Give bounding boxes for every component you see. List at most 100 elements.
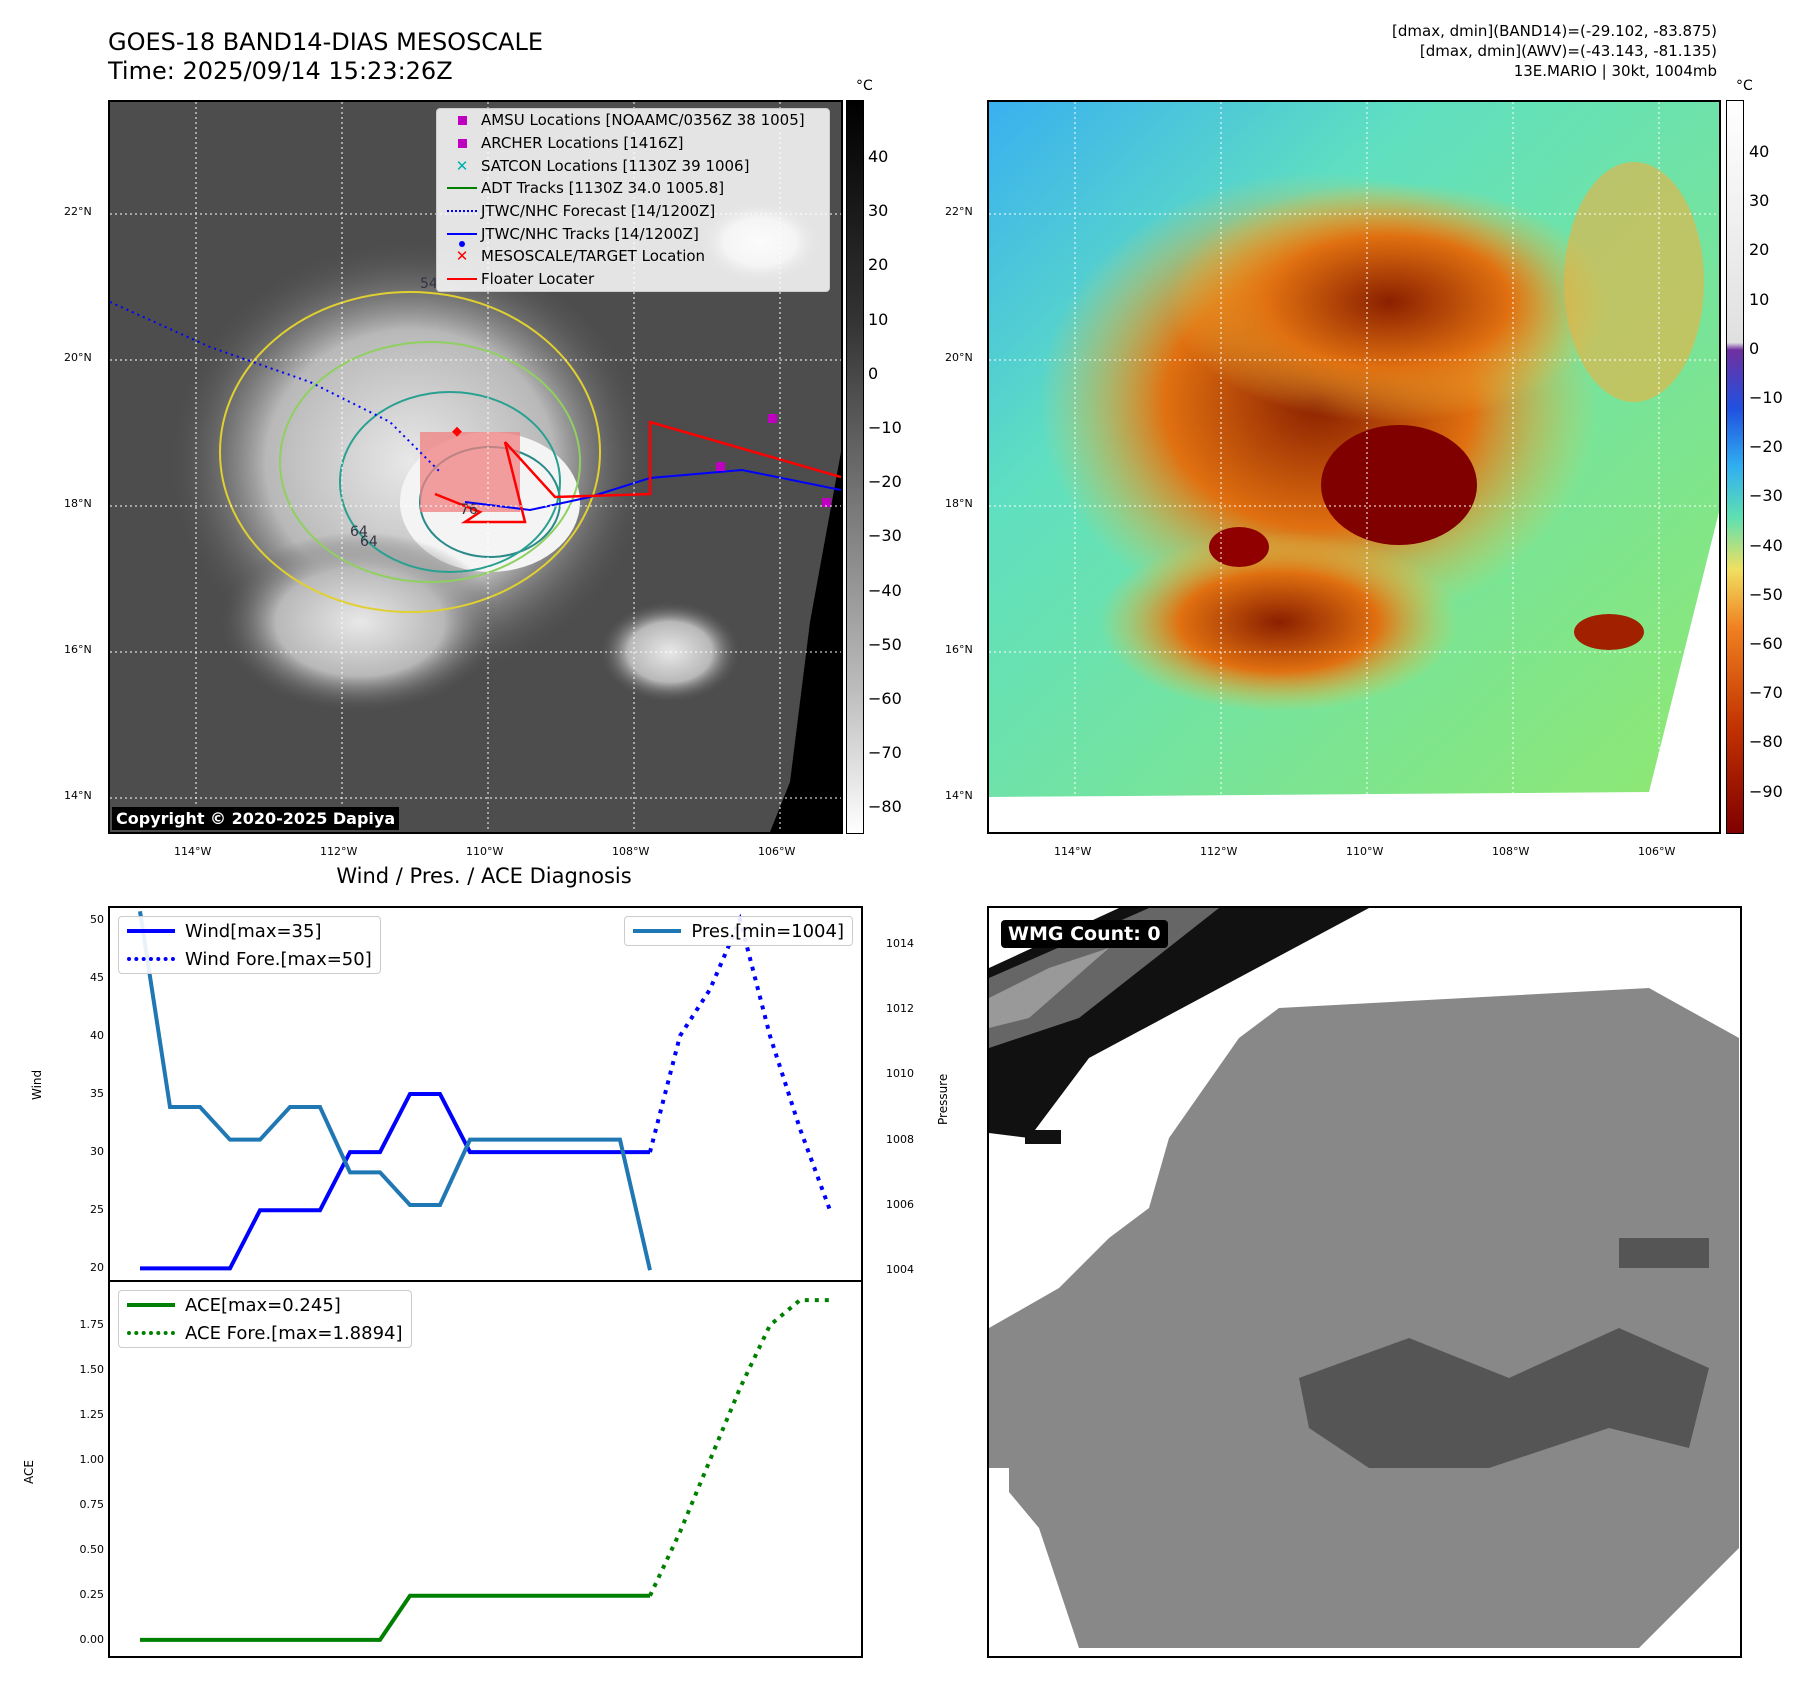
colorbar-tick: 10 [1749,289,1770,309]
lat-label: 14°N [945,789,973,802]
storm-info: 13E.MARIO | 30kt, 1004mb [1513,62,1717,80]
legend-label: MESOSCALE/TARGET Location [481,247,706,266]
wind-axis-label: Wind [30,1069,44,1100]
ace-plot-panel: ACE[max=0.245] ACE Fore.[max=1.8894] [108,1280,863,1658]
legend-label: Wind Fore.[max=50] [185,948,372,970]
awv-map-image [989,102,1719,832]
colorbar-tick: 30 [868,201,889,221]
axis-tick-label: 0.00 [79,1632,105,1646]
axis-tick-label: 1010 [886,1067,914,1081]
lat-label: 20°N [64,351,92,364]
lon-label: 106°W [758,845,796,858]
axis-tick-label: 0.50 [79,1542,105,1556]
wmg-image [989,908,1739,1648]
x-icon: ✕ [455,156,469,175]
axis-tick-label: 40 [90,1028,104,1042]
legend-label: Floater Locater [481,270,595,289]
legend-item-amsu: AMSU Locations [NOAAMC/0356Z 38 1005] [437,109,829,132]
ir-colorbar [846,100,864,834]
axis-tick-label: 45 [90,970,104,984]
ace-plot [140,1298,830,1642]
legend-item-wind-forecast: Wind Fore.[max=50] [119,945,380,973]
ace-axis-label: ACE [22,1460,36,1484]
lon-label: 112°W [320,845,358,858]
legend-label: SATCON Locations [1130Z 39 1006] [481,156,750,175]
wind-plot-panel: Wind[max=35] Wind Fore.[max=50] Pres.[mi… [108,906,863,1282]
legend-label: ACE Fore.[max=1.8894] [185,1322,403,1344]
colorbar-tick: −30 [868,526,902,546]
ace-forecast-line [648,1298,830,1597]
axis-tick-label: 20 [90,1261,104,1275]
axis-tick-label: 0.25 [79,1587,105,1601]
legend-label: ACE[max=0.245] [185,1294,341,1316]
colorbar-tick: 20 [868,255,889,275]
lat-label: 22°N [64,205,92,218]
lon-label: 108°W [612,845,650,858]
colorbar-tick: −40 [868,580,902,600]
lat-label: 16°N [64,643,92,656]
colorbar-tick: −80 [1749,732,1783,752]
copyright-label: Copyright © 2020-2025 Dapiya [112,807,400,830]
colorbar-tick: 10 [868,309,889,329]
legend-label: AMSU Locations [NOAAMC/0356Z 38 1005] [481,111,805,130]
legend-item-archer: ARCHER Locations [1416Z] [437,132,829,155]
lon-label: 108°W [1492,845,1530,858]
legend-label: JTWC/NHC Forecast [14/1200Z] [481,202,716,221]
axis-tick-label: 25 [90,1203,104,1217]
line-icon [127,929,175,933]
colorbar-tick: −20 [1749,437,1783,457]
legend-label: Wind[max=35] [185,920,322,942]
colorbar-tick: −70 [1749,683,1783,703]
axis-tick-label: 0.75 [79,1497,105,1511]
legend-item-tracks: JTWC/NHC Tracks [14/1200Z] [437,222,829,247]
band14-minmax: [dmax, dmin](BAND14)=(-29.102, -83.875) [1392,22,1717,40]
colorbar-tick: −60 [1749,634,1783,653]
archer-marker [716,462,725,471]
colorbar-tick: −30 [1749,486,1783,506]
colorbar-tick: −10 [1749,388,1783,407]
lat-label: 22°N [945,205,973,218]
legend-item-floater: Floater Locater [437,268,829,291]
legend-item-ace: ACE[max=0.245] [119,1291,411,1319]
axis-tick-label: 30 [90,1145,104,1159]
axis-tick-label: 1.25 [79,1408,105,1422]
legend-item-satcon: ✕ SATCON Locations [1130Z 39 1006] [437,154,829,177]
lat-label: 18°N [64,497,92,510]
contour-label-3: 76 [460,502,478,518]
colorbar-tick: −40 [1749,535,1783,555]
colorbar-tick: −60 [868,689,902,708]
lon-label: 110°W [1346,845,1384,858]
awv-colorbar [1726,100,1744,834]
axis-tick-label: 1006 [886,1197,914,1211]
mesoscale-target-marker [452,426,462,437]
colorbar-tick: −80 [868,797,902,817]
wmg-panel: WMG Count: 0 [987,906,1742,1658]
lon-label: 114°W [1054,845,1092,858]
legend-item-adt: ADT Tracks [1130Z 34.0 1005.8] [437,177,829,200]
colorbar-tick: −50 [868,634,902,654]
ir-map-legend: AMSU Locations [NOAAMC/0356Z 38 1005] AR… [436,108,830,292]
legend-item-wind: Wind[max=35] [119,917,380,945]
colorbar-tick: −90 [1749,781,1783,801]
axis-tick-label: 1.50 [79,1363,105,1377]
square-icon [457,115,467,125]
legend-item-ace-forecast: ACE Fore.[max=1.8894] [119,1319,411,1347]
pressure-axis-label: Pressure [936,1073,950,1125]
awv-map-panel [987,100,1721,834]
colorbar-tick: −20 [868,472,902,492]
lon-label: 106°W [1638,845,1676,858]
axis-tick-label: 50 [90,912,104,926]
ir-map-panel: 54 64 76 64 AMSU Locations [NOAAMC/0356Z… [108,100,843,834]
pressure-legend: Pres.[min=1004] [624,916,853,946]
pressure-line [138,910,652,1271]
colorbar-tick: 30 [1749,191,1770,211]
archer-marker-2 [822,498,831,507]
awv-map-gridlines [989,102,1719,832]
lat-label: 16°N [945,643,973,656]
lon-label: 112°W [1200,845,1238,858]
legend-label: Pres.[min=1004] [691,920,844,942]
square-icon [457,138,467,148]
axis-tick-label: 1.75 [79,1318,105,1332]
axis-tick-label: 35 [90,1087,104,1100]
ace-legend: ACE[max=0.245] ACE Fore.[max=1.8894] [118,1290,412,1348]
